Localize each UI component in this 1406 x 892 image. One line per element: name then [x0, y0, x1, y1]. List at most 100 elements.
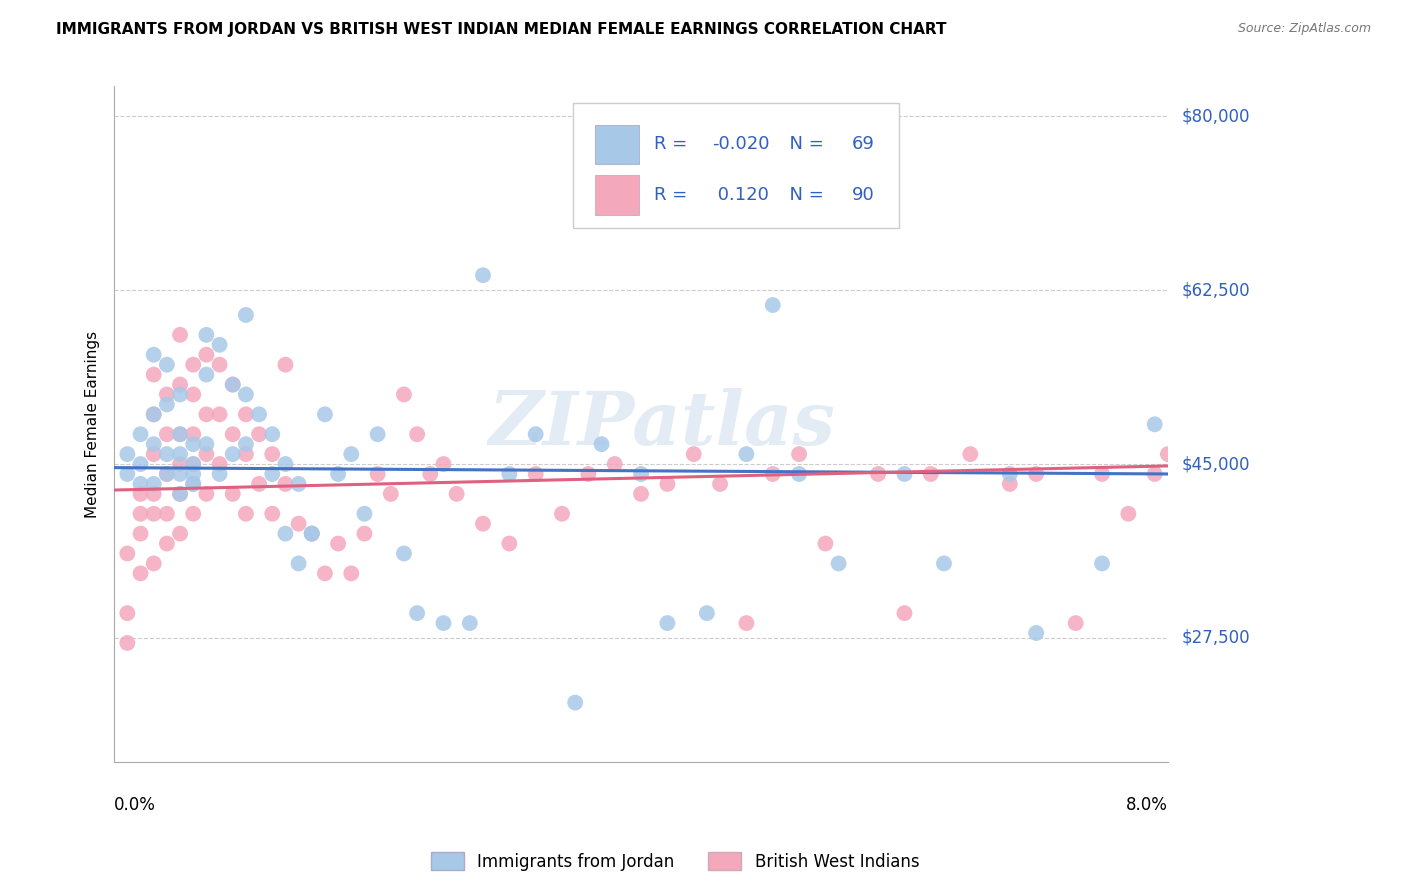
Point	[181, 437, 204, 451]
Point	[117, 636, 139, 650]
Point	[222, 427, 245, 442]
Point	[274, 526, 297, 541]
Point	[262, 447, 284, 461]
Point	[142, 447, 165, 461]
Point	[340, 566, 363, 581]
Point	[682, 447, 704, 461]
Text: 8.0%: 8.0%	[1126, 796, 1168, 814]
Point	[274, 477, 297, 491]
Point	[262, 467, 284, 481]
Point	[129, 457, 152, 471]
Point	[195, 447, 218, 461]
Point	[169, 447, 191, 461]
Point	[156, 507, 179, 521]
Point	[959, 447, 981, 461]
Point	[222, 447, 245, 461]
Point	[117, 606, 139, 620]
Point	[247, 408, 270, 422]
Point	[1157, 447, 1180, 461]
Point	[998, 467, 1021, 481]
Point	[195, 348, 218, 362]
Point	[301, 526, 323, 541]
Point	[117, 467, 139, 481]
Point	[920, 467, 942, 481]
Point	[156, 387, 179, 401]
Point	[340, 447, 363, 461]
Point	[630, 467, 652, 481]
Point	[367, 427, 389, 442]
Point	[367, 467, 389, 481]
Point	[181, 457, 204, 471]
Point	[235, 308, 257, 322]
Point	[142, 348, 165, 362]
Legend: Immigrants from Jordan, British West Indians: Immigrants from Jordan, British West Ind…	[422, 844, 928, 880]
Point	[262, 427, 284, 442]
Point	[498, 467, 520, 481]
Text: R =: R =	[654, 136, 693, 153]
Text: R =: R =	[654, 186, 693, 204]
Point	[314, 408, 336, 422]
Point	[1209, 616, 1232, 631]
Point	[169, 427, 191, 442]
Point	[1091, 557, 1114, 571]
Point	[142, 437, 165, 451]
Point	[392, 387, 415, 401]
Point	[1143, 467, 1166, 481]
Point	[709, 477, 731, 491]
Text: 0.120: 0.120	[711, 186, 769, 204]
Point	[1064, 616, 1087, 631]
Point	[287, 516, 309, 531]
Point	[156, 447, 179, 461]
Point	[208, 467, 231, 481]
Point	[142, 557, 165, 571]
Point	[472, 268, 495, 283]
Point	[380, 487, 402, 501]
Point	[235, 408, 257, 422]
Text: $27,500: $27,500	[1182, 629, 1250, 647]
Text: $80,000: $80,000	[1182, 107, 1250, 125]
Point	[117, 447, 139, 461]
Point	[893, 606, 915, 620]
Point	[787, 447, 810, 461]
Point	[129, 507, 152, 521]
Point	[353, 507, 375, 521]
Point	[169, 487, 191, 501]
Text: Source: ZipAtlas.com: Source: ZipAtlas.com	[1237, 22, 1371, 36]
Text: 69: 69	[852, 136, 875, 153]
Text: 90: 90	[852, 186, 875, 204]
Point	[498, 536, 520, 550]
Point	[893, 467, 915, 481]
Point	[262, 507, 284, 521]
Point	[564, 696, 586, 710]
Point	[181, 358, 204, 372]
Text: N =: N =	[778, 136, 830, 153]
Point	[1143, 417, 1166, 432]
Point	[603, 457, 626, 471]
Point	[406, 606, 429, 620]
Point	[247, 477, 270, 491]
Point	[156, 358, 179, 372]
Point	[392, 547, 415, 561]
Point	[458, 616, 481, 631]
Point	[156, 427, 179, 442]
Point	[735, 616, 758, 631]
Point	[326, 467, 349, 481]
Point	[1197, 467, 1219, 481]
Text: $62,500: $62,500	[1182, 281, 1250, 299]
Point	[156, 536, 179, 550]
Point	[181, 467, 204, 481]
Point	[222, 487, 245, 501]
Point	[1170, 507, 1192, 521]
Point	[735, 447, 758, 461]
Point	[762, 467, 785, 481]
Point	[169, 487, 191, 501]
Point	[142, 408, 165, 422]
Point	[1091, 467, 1114, 481]
Point	[432, 457, 454, 471]
Point	[169, 427, 191, 442]
Point	[524, 467, 547, 481]
Point	[169, 387, 191, 401]
Point	[406, 427, 429, 442]
Point	[432, 616, 454, 631]
Point	[169, 377, 191, 392]
